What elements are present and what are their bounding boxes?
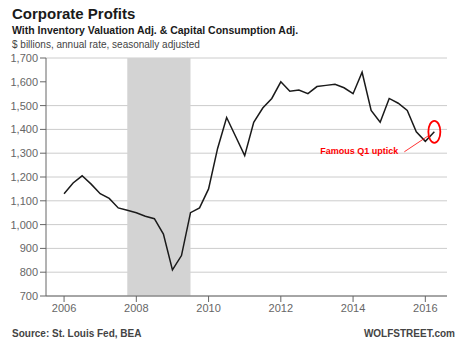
svg-text:1,300: 1,300 [10,147,38,159]
svg-text:1,100: 1,100 [10,195,38,207]
html-text:WOLFSTREET.com: WOLFSTREET.com [363,328,455,339]
svg-text:1,600: 1,600 [10,76,38,88]
svg-text:1,200: 1,200 [10,171,38,183]
html-text:With Inventory Valuation Adj.: With Inventory Valuation Adj. & Capital … [12,24,299,36]
svg-text:2010: 2010 [196,302,220,314]
svg-text:800: 800 [20,266,38,278]
svg-text:2016: 2016 [413,302,437,314]
html-text:Source: St. Louis Fed, BEA: Source: St. Louis Fed, BEA [12,328,142,339]
html-text:$ billions, annual rate, seaso: $ billions, annual rate, seasonally adju… [12,39,200,50]
svg-text:700: 700 [20,290,38,302]
svg-text:2008: 2008 [124,302,148,314]
svg-text:1,500: 1,500 [10,100,38,112]
svg-text:1,700: 1,700 [10,52,38,64]
svg-text:900: 900 [20,242,38,254]
svg-text:1,000: 1,000 [10,219,38,231]
svg-text:2012: 2012 [269,302,293,314]
svg-text:2006: 2006 [52,302,76,314]
svg-text:2014: 2014 [341,302,365,314]
html-text:Corporate Profits: Corporate Profits [12,5,136,22]
svg-text:1,400: 1,400 [10,123,38,135]
svg-text:Famous Q1 uptick: Famous Q1 uptick [320,146,399,156]
